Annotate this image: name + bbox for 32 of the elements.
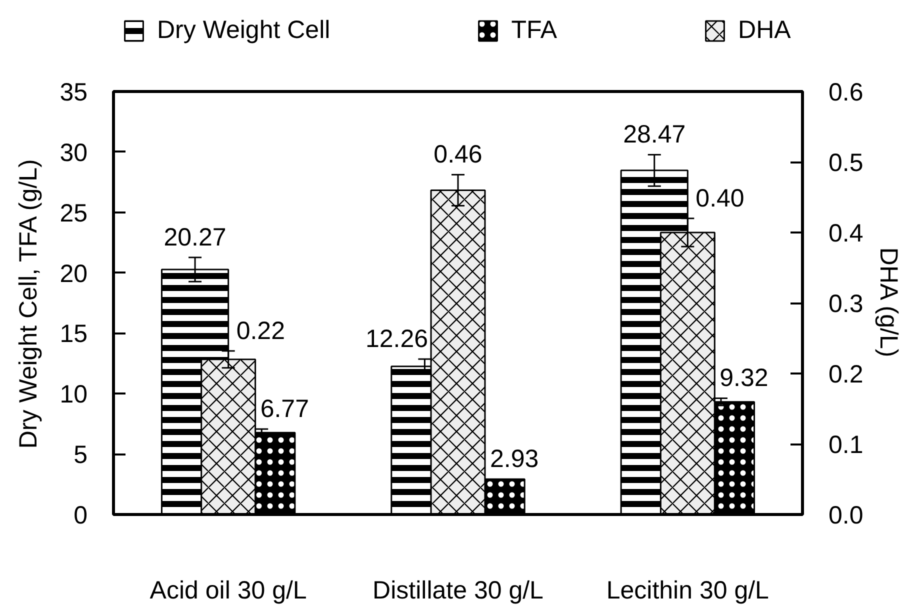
y-tick-label: 35 — [60, 78, 88, 106]
y2-tick-label: 0.5 — [828, 149, 864, 177]
data-label: 0.40 — [696, 184, 744, 212]
x-tick-label: Distillate 30 g/L — [372, 576, 544, 604]
x-tick-label: Lecithin 30 g/L — [606, 576, 770, 604]
y-tick-label: 5 — [74, 441, 88, 470]
y-tick-label: 25 — [60, 199, 88, 228]
data-label: 28.47 — [623, 120, 686, 149]
legend-label: TFA — [511, 16, 558, 44]
y-tick-label: 0 — [74, 502, 88, 530]
data-label: 0.46 — [434, 140, 482, 169]
y-tick-label: 10 — [60, 380, 88, 409]
y-tick-label: 15 — [60, 320, 88, 348]
y2-tick-label: 0.3 — [828, 290, 864, 318]
data-label: 2.93 — [490, 445, 539, 474]
y2-tick-label: 0.1 — [828, 431, 864, 459]
legend-label: Dry Weight Cell — [157, 16, 330, 44]
y2-tick-label: 0.4 — [828, 220, 864, 248]
data-label: 0.22 — [236, 316, 286, 345]
data-label: 20.27 — [164, 223, 226, 252]
y-tick-label: 20 — [60, 260, 88, 288]
data-label: 12.26 — [365, 325, 428, 354]
y2-tick-label: 0.0 — [828, 502, 864, 530]
y2-axis-title: DHA (g/L) — [874, 247, 902, 358]
y2-tick-label: 0.6 — [828, 78, 864, 106]
y-tick-label: 30 — [60, 138, 88, 167]
y-axis-title: Dry Weight Cell, TFA (g/L) — [14, 159, 43, 449]
legend-label: DHA — [738, 16, 791, 44]
data-label: 9.32 — [720, 364, 768, 392]
data-label: 6.77 — [260, 395, 309, 424]
x-tick-label: Acid oil 30 g/L — [150, 576, 307, 604]
y2-tick-label: 0.2 — [828, 360, 864, 388]
